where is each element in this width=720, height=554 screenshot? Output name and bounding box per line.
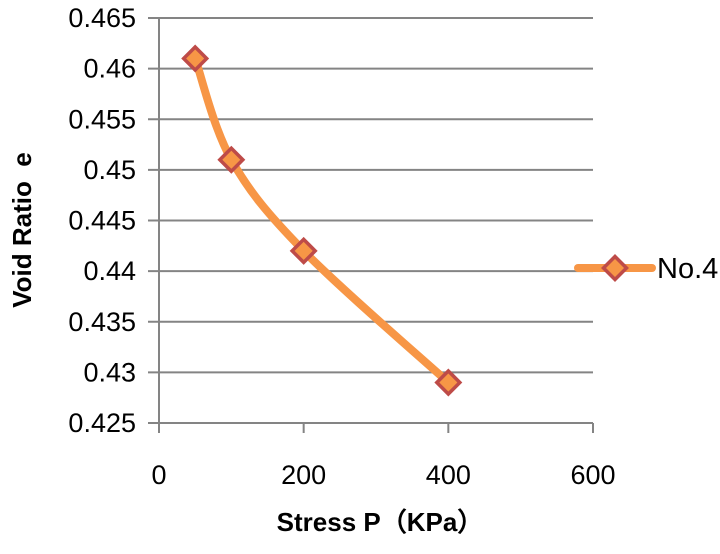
x-tick-label: 400: [426, 460, 471, 490]
y-tick-label: 0.45: [83, 155, 136, 185]
x-tick-label: 200: [281, 460, 326, 490]
data-point-diamond-marker: [289, 236, 318, 265]
legend: No.4: [574, 253, 718, 285]
x-axis-tick-labels: 0 200 400 600: [151, 460, 615, 490]
y-tick-label: 0.43: [83, 357, 136, 387]
y-tick-label: 0.455: [68, 104, 136, 134]
y-tick-label: 0.445: [68, 206, 136, 236]
y-tick-label: 0.46: [83, 54, 136, 84]
legend-diamond-marker-icon: [601, 254, 629, 282]
y-tick-label: 0.435: [68, 307, 136, 337]
x-tick-label: 0: [151, 460, 166, 490]
y-tick-label: 0.425: [68, 408, 136, 438]
data-point-diamond-marker: [181, 44, 210, 73]
axes: [148, 17, 594, 433]
data-point-diamond-marker: [434, 368, 463, 397]
x-tick-label: 600: [570, 460, 615, 490]
x-axis-title: Stress P（KPa）: [277, 507, 484, 537]
legend-series-label: No.4: [657, 253, 718, 285]
series-line: [191, 54, 453, 387]
y-tick-label: 0.44: [83, 256, 136, 286]
data-series: [181, 44, 463, 397]
y-axis-tick-labels: 0.465 0.46 0.455 0.45 0.445 0.44 0.435 0.43 0.42…: [68, 3, 136, 438]
y-tick-label: 0.465: [68, 3, 136, 33]
data-point-diamond-marker: [217, 145, 246, 174]
y-axis-title: Void Ratio e: [7, 152, 37, 308]
gridlines: [159, 17, 593, 424]
